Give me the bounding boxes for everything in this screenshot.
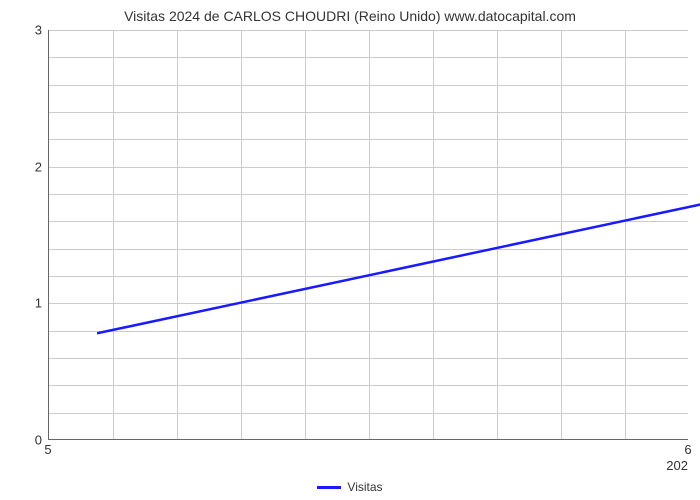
x-tick-label: 5 <box>44 442 51 457</box>
legend: Visitas <box>0 479 700 494</box>
y-tick-label: 0 <box>35 433 42 448</box>
grid-line <box>433 30 434 439</box>
chart-container: Visitas 2024 de CARLOS CHOUDRI (Reino Un… <box>0 0 700 500</box>
y-tick-label: 2 <box>35 159 42 174</box>
grid-line <box>113 30 114 439</box>
legend-label: Visitas <box>347 480 382 494</box>
grid-line <box>561 30 562 439</box>
plot-area <box>48 30 688 440</box>
grid-line <box>241 30 242 439</box>
grid-line <box>625 30 626 439</box>
grid-line <box>497 30 498 439</box>
y-tick-label: 3 <box>35 23 42 38</box>
x-axis-secondary-label: 202 <box>666 458 688 473</box>
x-tick-label: 6 <box>684 442 691 457</box>
grid-line <box>369 30 370 439</box>
data-series-line <box>97 60 700 470</box>
chart-title: Visitas 2024 de CARLOS CHOUDRI (Reino Un… <box>0 8 700 24</box>
y-tick-label: 1 <box>35 296 42 311</box>
legend-swatch <box>317 486 341 489</box>
grid-line <box>177 30 178 439</box>
grid-line <box>305 30 306 439</box>
